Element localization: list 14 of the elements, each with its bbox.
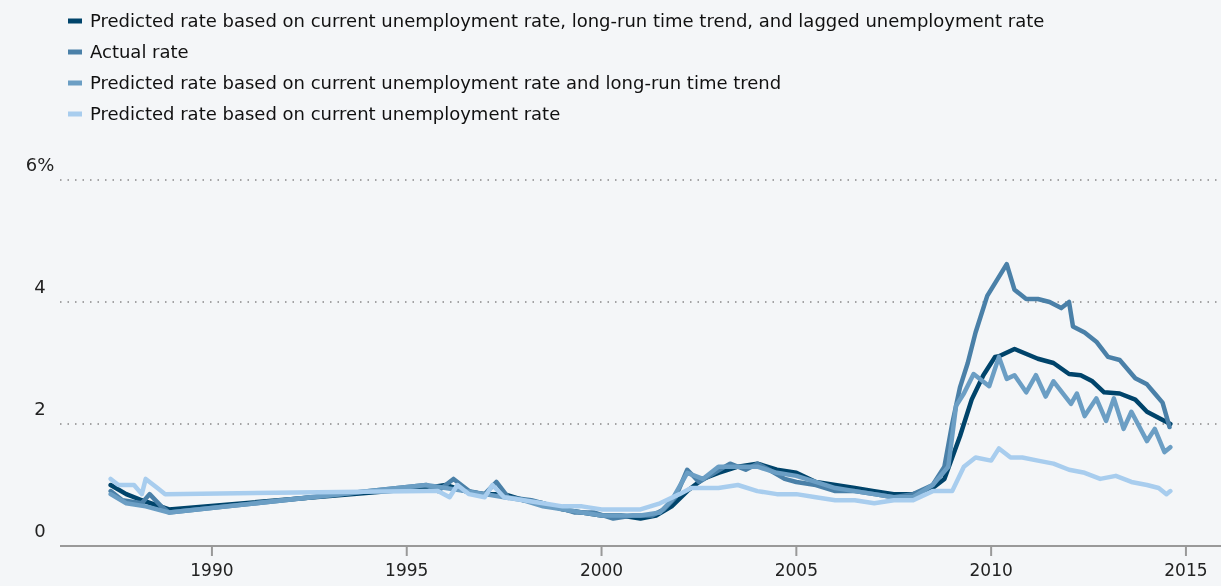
legend-label: Predicted rate based on current unemployment rate	[90, 103, 561, 125]
y-tick-label: 2	[34, 398, 46, 419]
x-tick-label: 2000	[579, 560, 624, 580]
y-tick-label: 0	[34, 520, 46, 541]
legend-label: Predicted rate based on current unemployment rate and long-run time trend	[90, 72, 782, 94]
x-tick-label: 1990	[190, 560, 234, 580]
y-tick-label: 4	[34, 276, 46, 297]
legend-label: Predicted rate based on current unemployment rate, long-run time trend, and lagged unemployment rate	[90, 10, 1045, 32]
x-tick-label: 1995	[385, 560, 429, 580]
x-tick-label: 2015	[1164, 560, 1208, 580]
y-tick-label: 6%	[25, 154, 55, 175]
legend-label: Actual rate	[90, 41, 189, 63]
x-tick-label: 2005	[774, 560, 818, 580]
x-tick-label: 2010	[969, 560, 1013, 580]
